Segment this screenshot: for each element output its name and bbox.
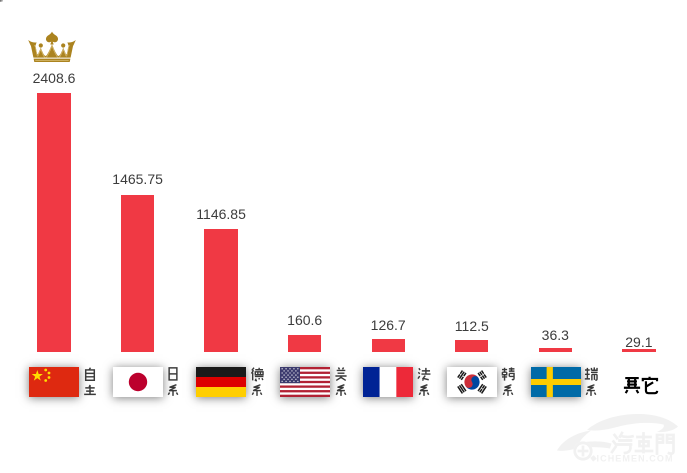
svg-text:ICHEMEN.COM: ICHEMEN.COM bbox=[597, 454, 674, 464]
